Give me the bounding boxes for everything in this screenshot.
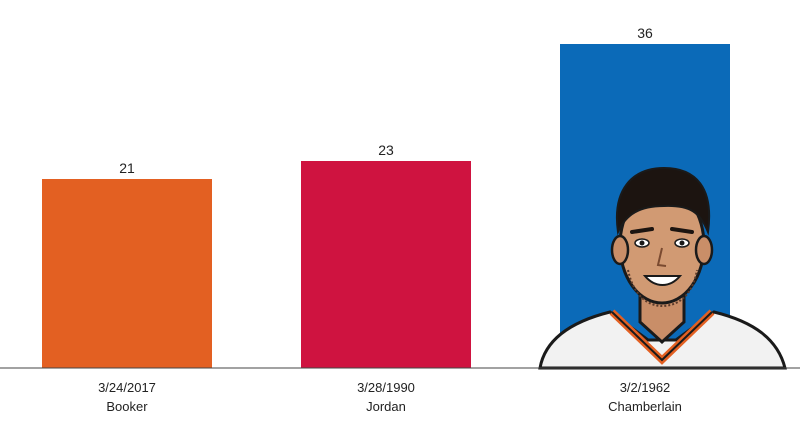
tick-label-date: 3/24/2017 [98,380,156,395]
player-portrait-illustration [538,166,787,370]
data-label-booker: 21 [119,160,135,176]
labels-group: 21 3/24/2017 Booker 23 3/28/1990 Jordan 36 3/2/… [98,25,682,414]
data-label-chamberlain: 36 [637,25,653,41]
tick-label-date: 3/2/1962 [620,380,671,395]
data-label-jordan: 23 [378,142,394,158]
tick-label-date: 3/28/1990 [357,380,415,395]
bar-booker [42,179,212,368]
tick-label-player: Booker [106,399,148,414]
bar-jordan [301,161,471,368]
tick-label-player: Chamberlain [608,399,682,414]
tick-label-player: Jordan [366,399,406,414]
